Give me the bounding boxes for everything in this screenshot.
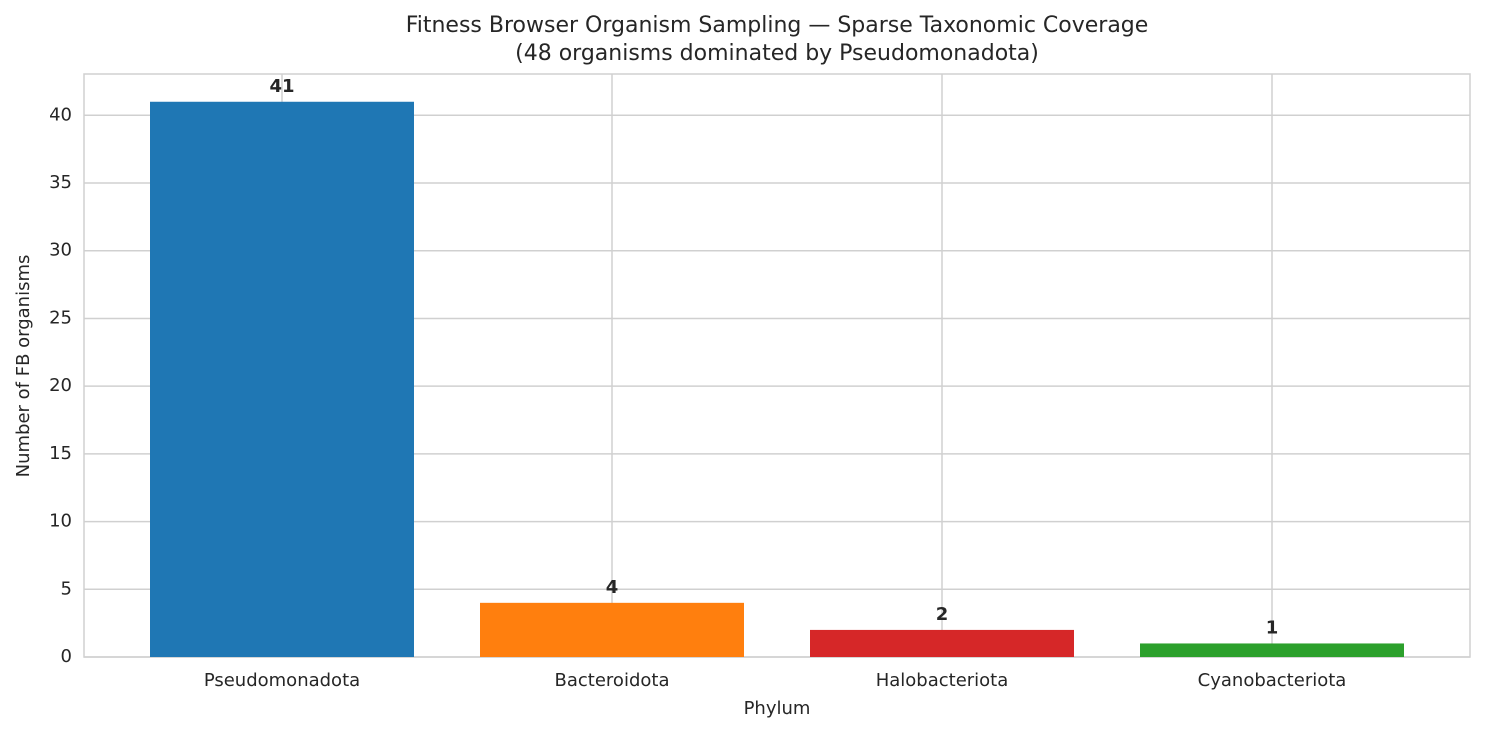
y-tick-label: 30 — [49, 240, 72, 261]
y-tick-label: 10 — [49, 511, 72, 532]
x-tick-label: Pseudomonadota — [204, 670, 360, 691]
y-tick-label: 25 — [49, 307, 72, 328]
y-tick-label: 20 — [49, 375, 72, 396]
x-tick-label: Cyanobacteriota — [1198, 670, 1347, 691]
bar — [810, 629, 1074, 657]
value-label: 1 — [1266, 617, 1279, 638]
bar — [1140, 643, 1404, 657]
x-tick-label: Halobacteriota — [876, 670, 1009, 691]
value-label: 4 — [606, 577, 619, 598]
bar — [150, 101, 414, 657]
y-tick-label: 40 — [49, 104, 72, 125]
y-axis-label: Number of FB organisms — [13, 255, 34, 478]
y-tick-label: 0 — [61, 646, 72, 667]
value-label: 41 — [269, 76, 294, 97]
chart-subtitle: (48 organisms dominated by Pseudomonadot… — [515, 41, 1039, 66]
y-tick-label: 5 — [61, 578, 72, 599]
y-tick-label: 35 — [49, 172, 72, 193]
chart-title: Fitness Browser Organism Sampling — Spar… — [406, 13, 1149, 38]
bar — [480, 602, 744, 657]
y-tick-label: 15 — [49, 443, 72, 464]
x-axis-label: Phylum — [744, 698, 811, 719]
x-tick-label: Bacteroidota — [555, 670, 670, 691]
value-label: 2 — [936, 604, 949, 625]
